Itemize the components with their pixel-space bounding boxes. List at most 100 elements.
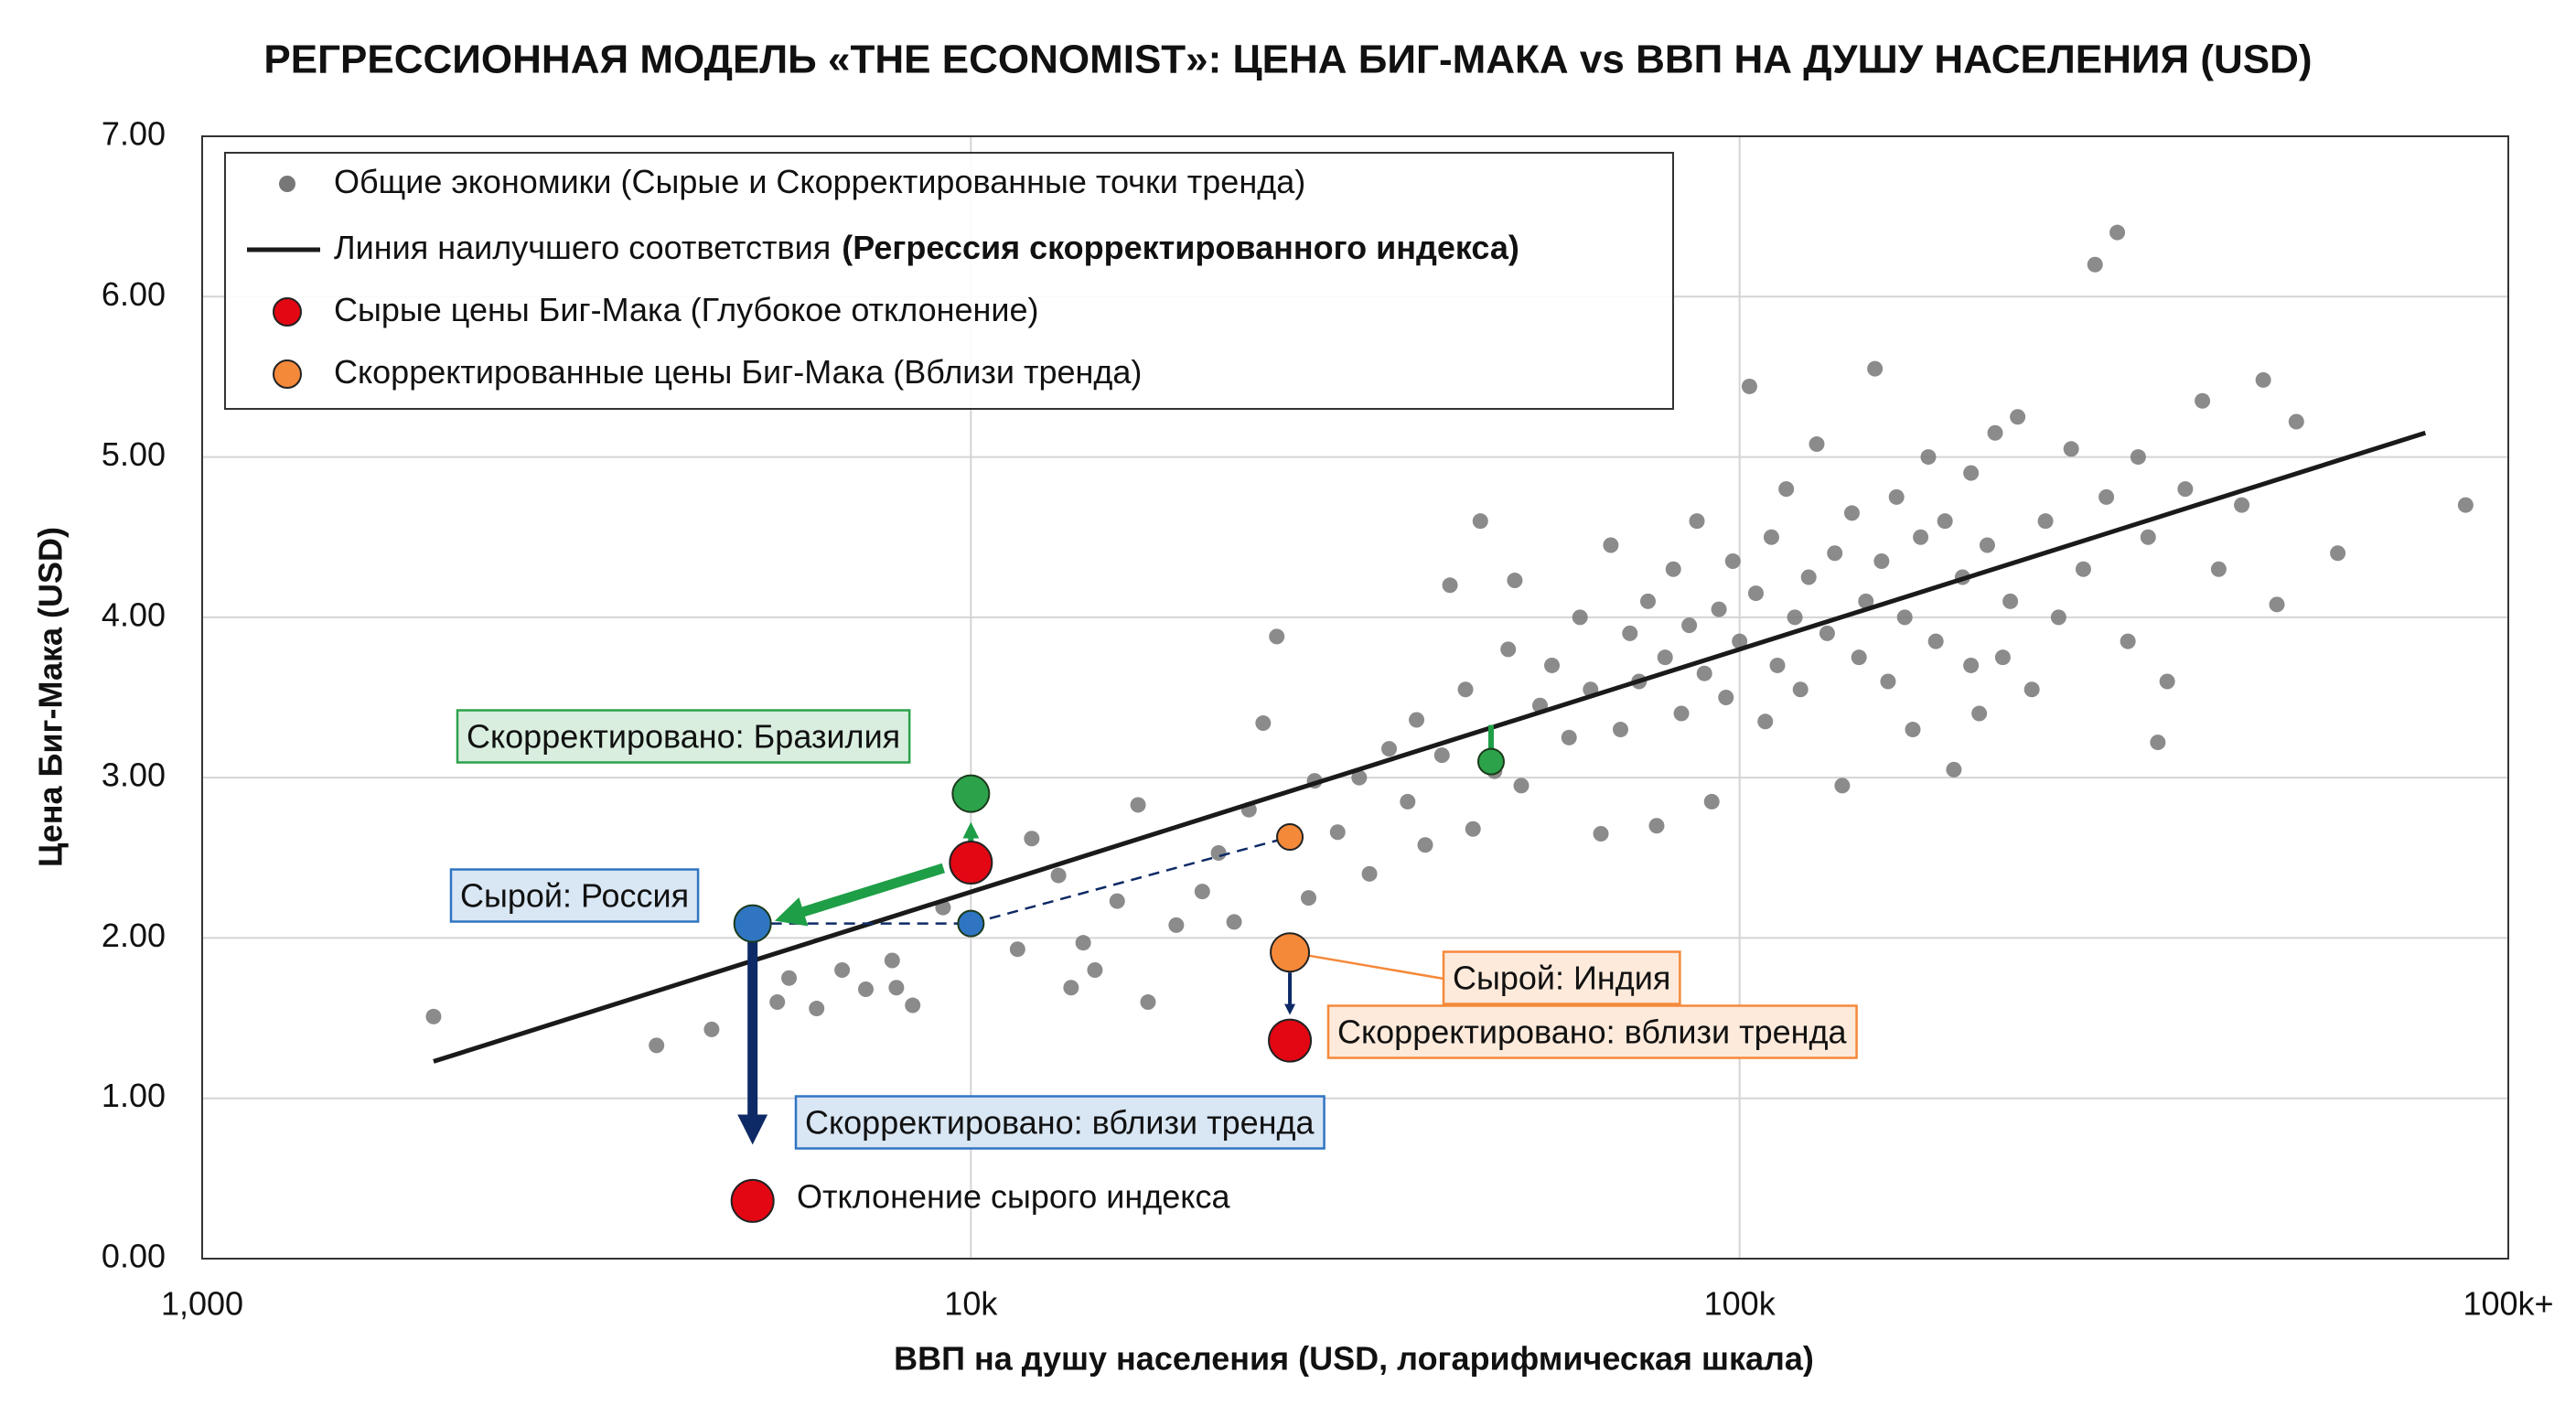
point: [1987, 424, 2003, 441]
legend-swatch: [279, 176, 295, 192]
point: [1913, 529, 1929, 545]
point: [1800, 569, 1817, 585]
legend-text: Скорректированные цены Биг-Мака (Вблизи …: [334, 353, 1142, 391]
legend-box: [224, 152, 1674, 410]
point: [1381, 741, 1398, 757]
point: [1351, 769, 1368, 786]
point: [1561, 729, 1577, 745]
point: [1792, 681, 1809, 698]
point: [1718, 690, 1734, 705]
legend-text: Линия наилучшего соответствия: [334, 229, 831, 266]
point: [1500, 641, 1517, 658]
point: [1417, 837, 1433, 853]
point: [1769, 657, 1786, 673]
point: [809, 1001, 825, 1017]
point: [1194, 884, 1210, 900]
legend-label: Общие экономики (Сырые и Скорректированн…: [334, 163, 1305, 200]
y-tick-label: 4.00: [102, 595, 166, 633]
annotation-bg: [451, 869, 699, 922]
point: [1593, 825, 1609, 842]
point: [2288, 413, 2304, 430]
point: [1757, 713, 1774, 730]
marker-point: [1476, 747, 1505, 776]
point: [1507, 573, 1523, 589]
point: [1140, 994, 1156, 1011]
point: [884, 952, 900, 969]
point: [1640, 593, 1657, 609]
annotation-box: [449, 868, 700, 923]
annotation: Скорректировано: вблизи тренда: [1337, 1014, 1848, 1051]
point: [1301, 890, 1317, 906]
point: [1673, 705, 1690, 722]
point: [2159, 673, 2175, 690]
point: [949, 841, 993, 885]
point: [1888, 488, 1905, 505]
point: [1724, 553, 1741, 570]
point: [2140, 529, 2156, 545]
point: [1827, 545, 1843, 562]
point: [1109, 893, 1125, 909]
y-tick-label: 6.00: [102, 275, 166, 313]
point: [2457, 497, 2474, 513]
point: [834, 961, 851, 978]
legend-text: Общие экономики (Сырые и Скорректированн…: [334, 163, 1305, 200]
point: [730, 1178, 775, 1223]
point: [2255, 371, 2271, 388]
point: [1703, 793, 1720, 810]
point: [1442, 577, 1458, 594]
point: [2120, 633, 2136, 649]
x-tick-label: 100k+: [2463, 1285, 2553, 1323]
point: [1834, 778, 1851, 794]
point: [2087, 256, 2103, 273]
point: [1465, 820, 1481, 837]
point: [2210, 561, 2227, 577]
point: [2269, 596, 2285, 613]
legend-swatch: [273, 359, 302, 389]
point: [1130, 797, 1146, 813]
point: [1873, 553, 1890, 570]
point: [781, 970, 798, 986]
point: [1920, 449, 1937, 466]
point: [1648, 818, 1665, 834]
point: [1268, 1018, 1313, 1063]
point: [1270, 932, 1311, 973]
point: [425, 1008, 442, 1024]
point: [1572, 609, 1588, 626]
point: [1681, 617, 1698, 634]
y-tick-label: 5.00: [102, 435, 166, 473]
y-tick-label: 3.00: [102, 756, 166, 794]
point: [2130, 449, 2146, 466]
annotation-box: [1442, 950, 1681, 1005]
annotation: Скорректировано: вблизи тренда: [805, 1104, 1315, 1142]
point: [1809, 436, 1825, 453]
point: [2075, 561, 2091, 577]
point: [1400, 793, 1416, 810]
annotation: Отклонение сырого индекса: [797, 1178, 1230, 1216]
point: [1087, 961, 1103, 978]
point: [1657, 649, 1673, 666]
legend-label: Линия наилучшего соответствия (Регрессия …: [334, 229, 1519, 266]
point: [1457, 681, 1474, 698]
point: [1603, 537, 1619, 553]
point: [1009, 941, 1025, 958]
point: [2234, 497, 2250, 513]
point: [1472, 513, 1488, 530]
point: [1622, 625, 1638, 641]
point: [2050, 609, 2066, 626]
point: [1226, 914, 1242, 930]
point: [2023, 681, 2040, 698]
point: [1255, 715, 1272, 732]
annotation-box: [1326, 1004, 1858, 1059]
point: [857, 981, 874, 998]
point: [2330, 545, 2346, 562]
point: [1971, 705, 1988, 722]
point: [1696, 665, 1712, 681]
point: [1433, 747, 1450, 764]
point: [1329, 824, 1346, 841]
annotation: Скорректировано: Бразилия: [467, 718, 900, 756]
point: [1937, 513, 1953, 530]
point: [2037, 513, 2054, 530]
plot-border: [201, 135, 2509, 1260]
point: [1896, 609, 1913, 626]
